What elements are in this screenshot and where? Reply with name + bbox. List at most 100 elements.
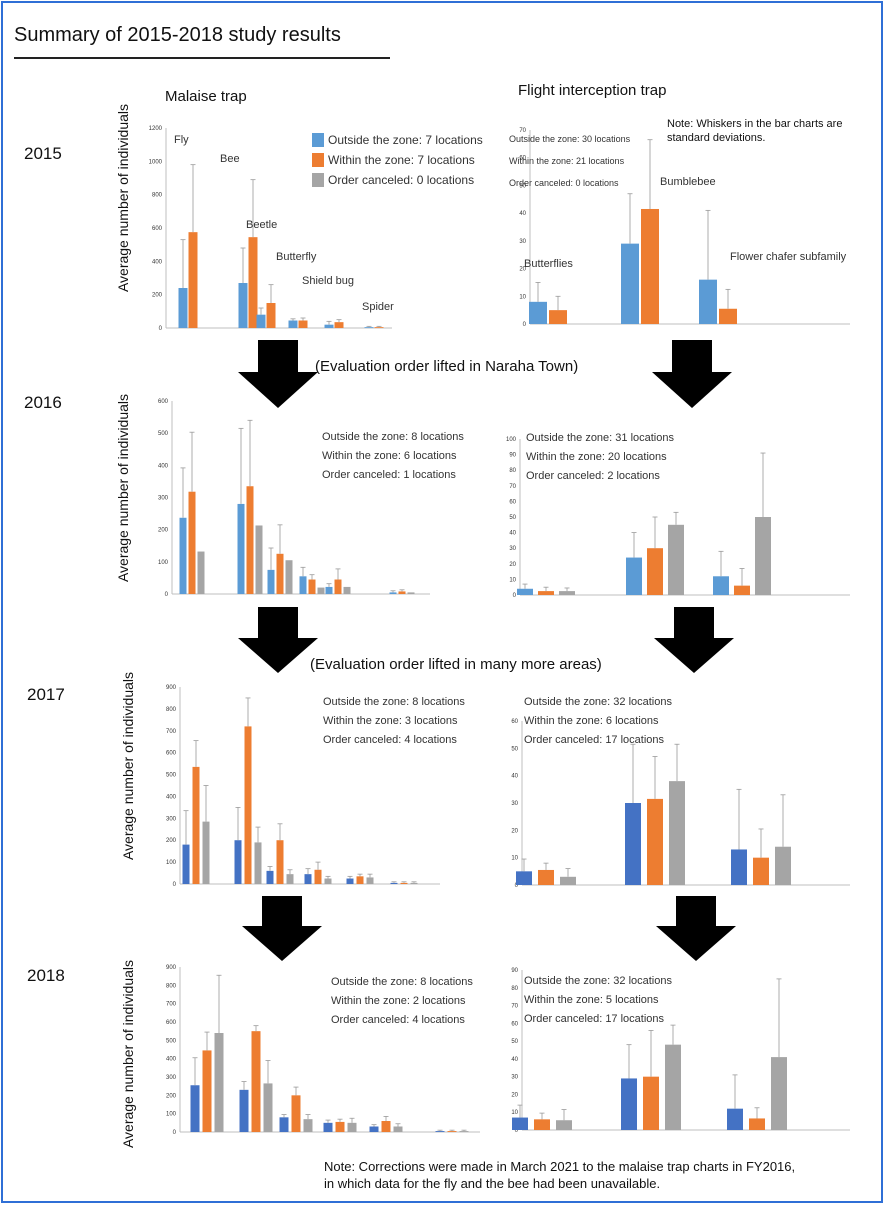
- chart-f2017: 0 10 20 30 40 50 60 Outside the zone: 32 locati…: [511, 696, 850, 889]
- category-label: Shield bug: [302, 275, 354, 287]
- bar-m2018-5-2: [459, 1131, 469, 1132]
- y-tick-label: 40: [509, 531, 516, 537]
- bar-m2017-5-0: [390, 882, 398, 884]
- chart-f2016: 0 10 20 30 40 50 60 70 80 90 100 Outside the zone: …: [506, 432, 850, 599]
- legend-label: Outside the zone: 7 locations: [328, 133, 483, 147]
- y-tick-label: 500: [158, 431, 169, 437]
- bar-m2018-3-0: [323, 1122, 333, 1132]
- bar-m2015-4-0: [324, 324, 334, 328]
- chart-f2015: 0 10 20 30 40 50 60 70 Butterflies Bumblebee Flowe…: [509, 128, 850, 328]
- bar-m2018-4-2: [393, 1126, 403, 1132]
- bar-m2017-3-1: [314, 869, 322, 884]
- column-header-flight: Flight interception trap: [518, 82, 667, 99]
- bar-m2016-1-1: [246, 486, 254, 594]
- chart-m2017: 0 100 200 300 400 500 600 700 800 900 Outside the …: [166, 685, 465, 888]
- year-label-2018: 2018: [27, 966, 65, 985]
- bar-f2018-2-2: [771, 1057, 787, 1130]
- bar-m2018-3-2: [347, 1122, 357, 1132]
- location-count-label: Outside the zone: 8 locations: [323, 696, 465, 708]
- bar-m2016-5-1: [398, 591, 406, 594]
- bar-m2018-4-0: [369, 1126, 379, 1132]
- y-tick-label: 10: [509, 577, 516, 583]
- bar-m2016-1-2: [255, 525, 263, 594]
- bar-m2017-3-2: [324, 878, 332, 884]
- y-tick-label: 400: [152, 259, 163, 265]
- bar-m2017-3-0: [304, 874, 312, 884]
- bar-f2018-0-1: [534, 1119, 550, 1130]
- bar-m2018-2-2: [303, 1119, 313, 1132]
- bar-m2016-4-1: [334, 579, 342, 594]
- bar-m2016-2-0: [267, 569, 275, 594]
- y-tick-label: 10: [511, 1110, 518, 1116]
- location-count-label: Outside the zone: 32 locations: [524, 975, 672, 987]
- legend-label: Within the zone: 7 locations: [328, 153, 475, 167]
- arrow-down-icon: [238, 340, 318, 408]
- whisker-note: Note: Whiskers in the bar charts are sta…: [667, 117, 842, 145]
- bar-m2018-0-2: [214, 1033, 224, 1132]
- bar-f2015-1-0: [621, 243, 639, 324]
- bar-f2016-0-1: [538, 591, 554, 595]
- bar-f2017-2-0: [731, 849, 747, 885]
- title-underline: [14, 57, 390, 59]
- y-tick-label: 600: [166, 1020, 177, 1026]
- category-label: Fly: [174, 134, 189, 146]
- arrow-down-icon: [652, 340, 732, 408]
- bar-m2015-2-0: [256, 314, 266, 328]
- bar-f2017-1-0: [625, 803, 641, 885]
- location-count-label: Within the zone: 6 locations: [524, 715, 659, 727]
- y-tick-label: 70: [509, 484, 516, 490]
- y-tick-label: 600: [158, 399, 169, 405]
- bar-m2016-4-2: [343, 586, 351, 594]
- bar-m2018-4-1: [381, 1121, 391, 1132]
- y-tick-label: 30: [511, 801, 518, 807]
- bar-m2015-1-0: [238, 283, 248, 328]
- bar-f2016-2-0: [713, 576, 729, 595]
- bar-m2018-3-1: [335, 1121, 345, 1132]
- y-tick-label: 30: [509, 546, 516, 552]
- y-tick-label: 50: [511, 1039, 518, 1045]
- bar-m2017-0-2: [202, 821, 210, 884]
- column-header-malaise: Malaise trap: [165, 88, 247, 105]
- location-count-label: Order canceled: 1 locations: [322, 469, 456, 481]
- y-tick-label: 50: [511, 746, 518, 752]
- y-tick-label: 90: [509, 453, 516, 459]
- bar-f2015-2-1: [719, 308, 737, 324]
- category-label: Bumblebee: [660, 176, 716, 188]
- y-tick-label: 20: [511, 1092, 518, 1098]
- y-tick-label: 200: [166, 838, 177, 844]
- bar-m2016-4-0: [325, 586, 333, 594]
- location-count-label: Within the zone: 2 locations: [331, 995, 466, 1007]
- bar-m2016-5-0: [389, 592, 397, 594]
- category-label: Bee: [220, 153, 240, 165]
- location-count-label: Within the zone: 5 locations: [524, 994, 659, 1006]
- y-tick-label: 300: [166, 1075, 177, 1081]
- bar-m2017-4-0: [346, 878, 354, 884]
- bar-f2016-1-1: [647, 548, 663, 595]
- lifted-note-naraha: (Evaluation order lifted in Naraha Town): [315, 358, 579, 375]
- y-tick-label: 20: [509, 562, 516, 568]
- arrow-down-icon: [656, 896, 736, 961]
- legend-swatch: [312, 133, 324, 147]
- bar-m2016-2-1: [276, 553, 284, 594]
- bar-f2016-0-0: [517, 588, 533, 595]
- bar-f2016-2-1: [734, 585, 750, 595]
- bottom-note-line-2: in which data for the fly and the bee ha…: [324, 1176, 661, 1191]
- y-tick-label: 400: [166, 794, 177, 800]
- bar-m2018-5-0: [435, 1131, 445, 1132]
- bar-m2017-5-1: [400, 882, 408, 884]
- bar-m2017-4-2: [366, 877, 374, 884]
- y-tick-label: 200: [166, 1093, 177, 1099]
- bar-m2016-5-2: [407, 592, 415, 594]
- y-tick-label: 100: [158, 560, 169, 566]
- y-tick-label: 1200: [149, 126, 163, 132]
- legend-swatch: [312, 173, 324, 187]
- y-tick-label: 500: [166, 1038, 177, 1044]
- y-tick-label: 80: [511, 986, 518, 992]
- y-tick-label: 700: [166, 1002, 177, 1008]
- bar-m2016-0-2: [197, 551, 205, 594]
- y-tick-label: 800: [166, 707, 177, 713]
- arrow-down-icon: [654, 607, 734, 673]
- bar-m2018-1-1: [251, 1031, 261, 1132]
- y-tick-label: 60: [509, 499, 516, 505]
